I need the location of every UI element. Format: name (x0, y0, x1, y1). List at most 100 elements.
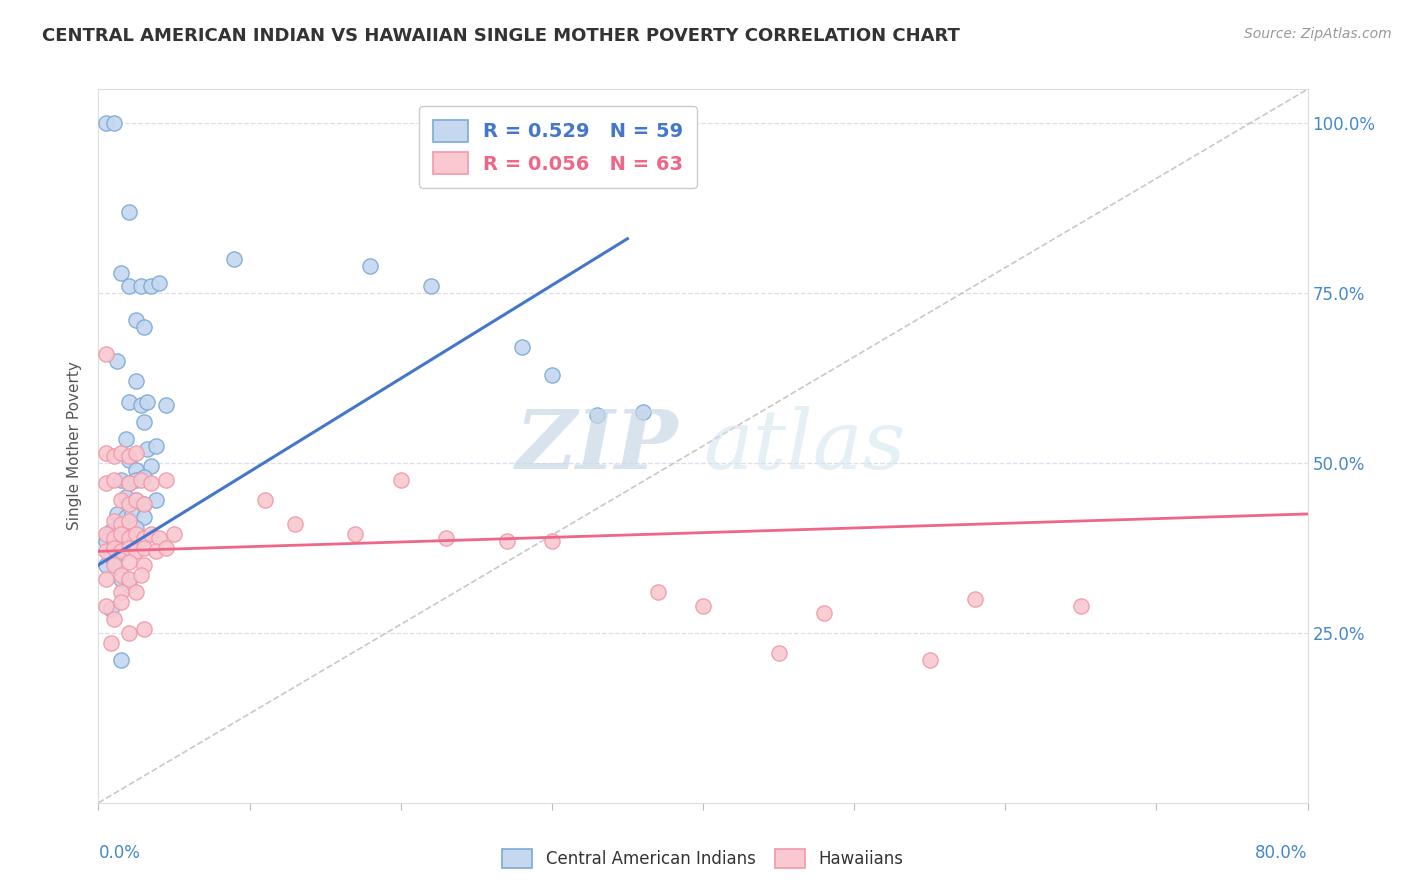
Point (132, 320, 155, 334)
Point (918, 653, 941, 667)
Point (118, 572, 141, 586)
Point (145, 439, 167, 453)
Point (118, 279, 141, 293)
Point (360, 259, 382, 273)
Point (94, 476, 117, 491)
Point (132, 510, 155, 524)
Point (94, 347, 117, 361)
Point (94, 446, 117, 460)
Point (110, 653, 132, 667)
Point (103, 449, 125, 463)
Point (114, 510, 136, 524)
Point (110, 266, 132, 280)
Point (107, 548, 129, 562)
Point (132, 623, 155, 637)
Point (125, 473, 148, 487)
Point (94, 544, 117, 558)
Point (94, 534, 117, 549)
Point (141, 459, 163, 474)
Point (129, 279, 152, 293)
Point (510, 341, 533, 355)
Point (110, 595, 132, 609)
Point (141, 527, 163, 541)
Point (813, 606, 835, 620)
Point (110, 446, 132, 460)
Point (145, 544, 167, 558)
Point (110, 537, 132, 551)
Point (132, 469, 155, 483)
Point (118, 476, 141, 491)
Point (389, 473, 412, 487)
Point (110, 585, 132, 599)
Point (125, 585, 148, 599)
Point (114, 432, 136, 446)
Point (420, 279, 443, 293)
Point (434, 531, 457, 545)
Point (103, 116, 125, 130)
Text: atlas: atlas (703, 406, 905, 486)
Point (110, 572, 132, 586)
Point (129, 473, 152, 487)
Point (118, 452, 141, 467)
Text: 0.0%: 0.0% (98, 844, 141, 862)
Point (100, 524, 122, 538)
Point (110, 517, 132, 532)
Point (125, 446, 148, 460)
Point (768, 646, 790, 660)
Point (94, 572, 117, 586)
Point (100, 548, 122, 562)
Point (103, 541, 125, 555)
Point (100, 602, 122, 616)
Point (631, 405, 654, 419)
Point (103, 534, 125, 549)
Point (110, 527, 132, 541)
Point (163, 527, 186, 541)
Text: ZIP: ZIP (516, 406, 679, 486)
Point (114, 524, 136, 538)
Point (103, 473, 125, 487)
Point (118, 449, 141, 463)
Point (540, 368, 562, 382)
Point (148, 276, 170, 290)
Point (118, 531, 141, 545)
Text: Source: ZipAtlas.com: Source: ZipAtlas.com (1244, 27, 1392, 41)
Point (125, 544, 148, 558)
Point (495, 534, 517, 549)
Text: CENTRAL AMERICAN INDIAN VS HAWAIIAN SINGLE MOTHER POVERTY CORRELATION CHART: CENTRAL AMERICAN INDIAN VS HAWAIIAN SING… (42, 27, 960, 45)
Point (114, 490, 136, 504)
Point (132, 497, 155, 511)
Point (94, 116, 117, 130)
Legend: Central American Indians, Hawaiians: Central American Indians, Hawaiians (495, 842, 911, 875)
Point (110, 568, 132, 582)
Point (647, 585, 669, 599)
Point (110, 473, 132, 487)
Point (141, 476, 163, 491)
Point (118, 555, 141, 569)
Point (103, 514, 125, 528)
Point (125, 313, 148, 327)
Legend: R = 0.529   N = 59, R = 0.056   N = 63: R = 0.529 N = 59, R = 0.056 N = 63 (419, 106, 697, 188)
Point (224, 252, 246, 266)
Point (132, 541, 155, 555)
Point (103, 555, 125, 569)
Point (155, 541, 177, 555)
Point (129, 568, 152, 582)
Point (110, 544, 132, 558)
Point (105, 507, 128, 521)
Point (118, 541, 141, 555)
Point (118, 514, 141, 528)
Point (94, 599, 117, 613)
Point (344, 527, 367, 541)
Point (284, 517, 307, 532)
Point (118, 578, 141, 592)
Point (125, 375, 148, 389)
Point (103, 558, 125, 572)
Point (125, 463, 148, 477)
Point (118, 534, 141, 549)
Point (692, 599, 714, 613)
Point (94, 558, 117, 572)
Point (103, 612, 125, 626)
Point (155, 473, 177, 487)
Point (132, 415, 155, 429)
Point (148, 531, 170, 545)
